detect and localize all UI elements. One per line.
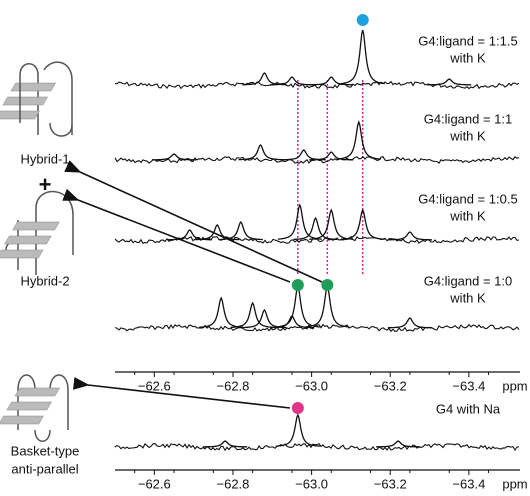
x-tick-label: −63.2 <box>374 378 407 393</box>
x-tick-label: −63.4 <box>452 476 485 491</box>
arrow <box>64 160 323 283</box>
peak <box>309 76 354 86</box>
peak <box>309 151 354 161</box>
spectrum-baseline <box>114 443 520 452</box>
spectrum-label: with K <box>449 128 486 143</box>
peak <box>238 144 283 161</box>
spectrum-label: G4:ligand = 1:1.5 <box>418 33 517 48</box>
hybrid-2-icon <box>0 190 74 275</box>
peak <box>275 283 320 328</box>
peak <box>293 216 338 241</box>
structure-label: Hybrid-1 <box>20 151 69 166</box>
spectrum-baseline <box>114 80 520 90</box>
structure-label: Basket-type <box>11 443 80 458</box>
structure-label: Hybrid-2 <box>20 273 69 288</box>
peak <box>275 413 320 447</box>
peak-marker <box>321 279 334 291</box>
peak-marker <box>356 14 369 26</box>
x-unit: ppm <box>502 476 527 491</box>
peak <box>203 440 248 448</box>
structure-label: + <box>39 172 52 197</box>
peak <box>281 149 326 161</box>
spectrum-label: G4:ligand = 1:0 <box>424 273 513 288</box>
peak <box>387 231 432 241</box>
peak <box>242 308 287 329</box>
structure-label: anti-parallel <box>11 461 78 476</box>
spectrum-baseline <box>114 323 520 333</box>
spectrum-label: G4 with Na <box>436 401 501 416</box>
peak <box>387 317 432 329</box>
peak <box>269 315 314 329</box>
spectrum-label: G4:ligand = 1:0.5 <box>418 191 517 206</box>
x-unit: ppm <box>502 378 527 393</box>
x-tick-label: −63.0 <box>295 378 328 393</box>
spectrum-label: with K <box>449 208 486 223</box>
spectrum-label: with K <box>449 290 486 305</box>
peak <box>376 440 421 448</box>
peak <box>167 229 212 241</box>
peak <box>218 220 263 241</box>
peak <box>199 296 244 328</box>
peak <box>427 78 472 86</box>
arrow <box>72 377 291 409</box>
peak <box>340 208 385 240</box>
peak <box>269 76 314 86</box>
peak <box>305 283 350 328</box>
peak <box>230 301 275 329</box>
peak-marker <box>291 279 304 291</box>
x-tick-label: −62.8 <box>217 378 250 393</box>
x-tick-label: −63.2 <box>374 476 407 491</box>
spectrum-label: with K <box>449 50 486 65</box>
x-tick-label: −63.4 <box>452 378 485 393</box>
peak <box>336 120 381 160</box>
x-tick-label: −63.0 <box>295 476 328 491</box>
peak <box>277 203 322 240</box>
hybrid-1-icon <box>0 61 73 137</box>
x-tick-label: −62.6 <box>138 476 171 491</box>
x-tick-label: −62.6 <box>138 378 171 393</box>
basket-icon <box>0 374 69 442</box>
peak <box>309 208 354 240</box>
peak <box>340 29 385 85</box>
spectrum-label: G4:ligand = 1:1 <box>424 111 513 126</box>
arrow <box>62 188 291 283</box>
peak <box>151 153 197 161</box>
peak-marker <box>291 402 304 414</box>
x-tick-label: −62.8 <box>217 476 250 491</box>
